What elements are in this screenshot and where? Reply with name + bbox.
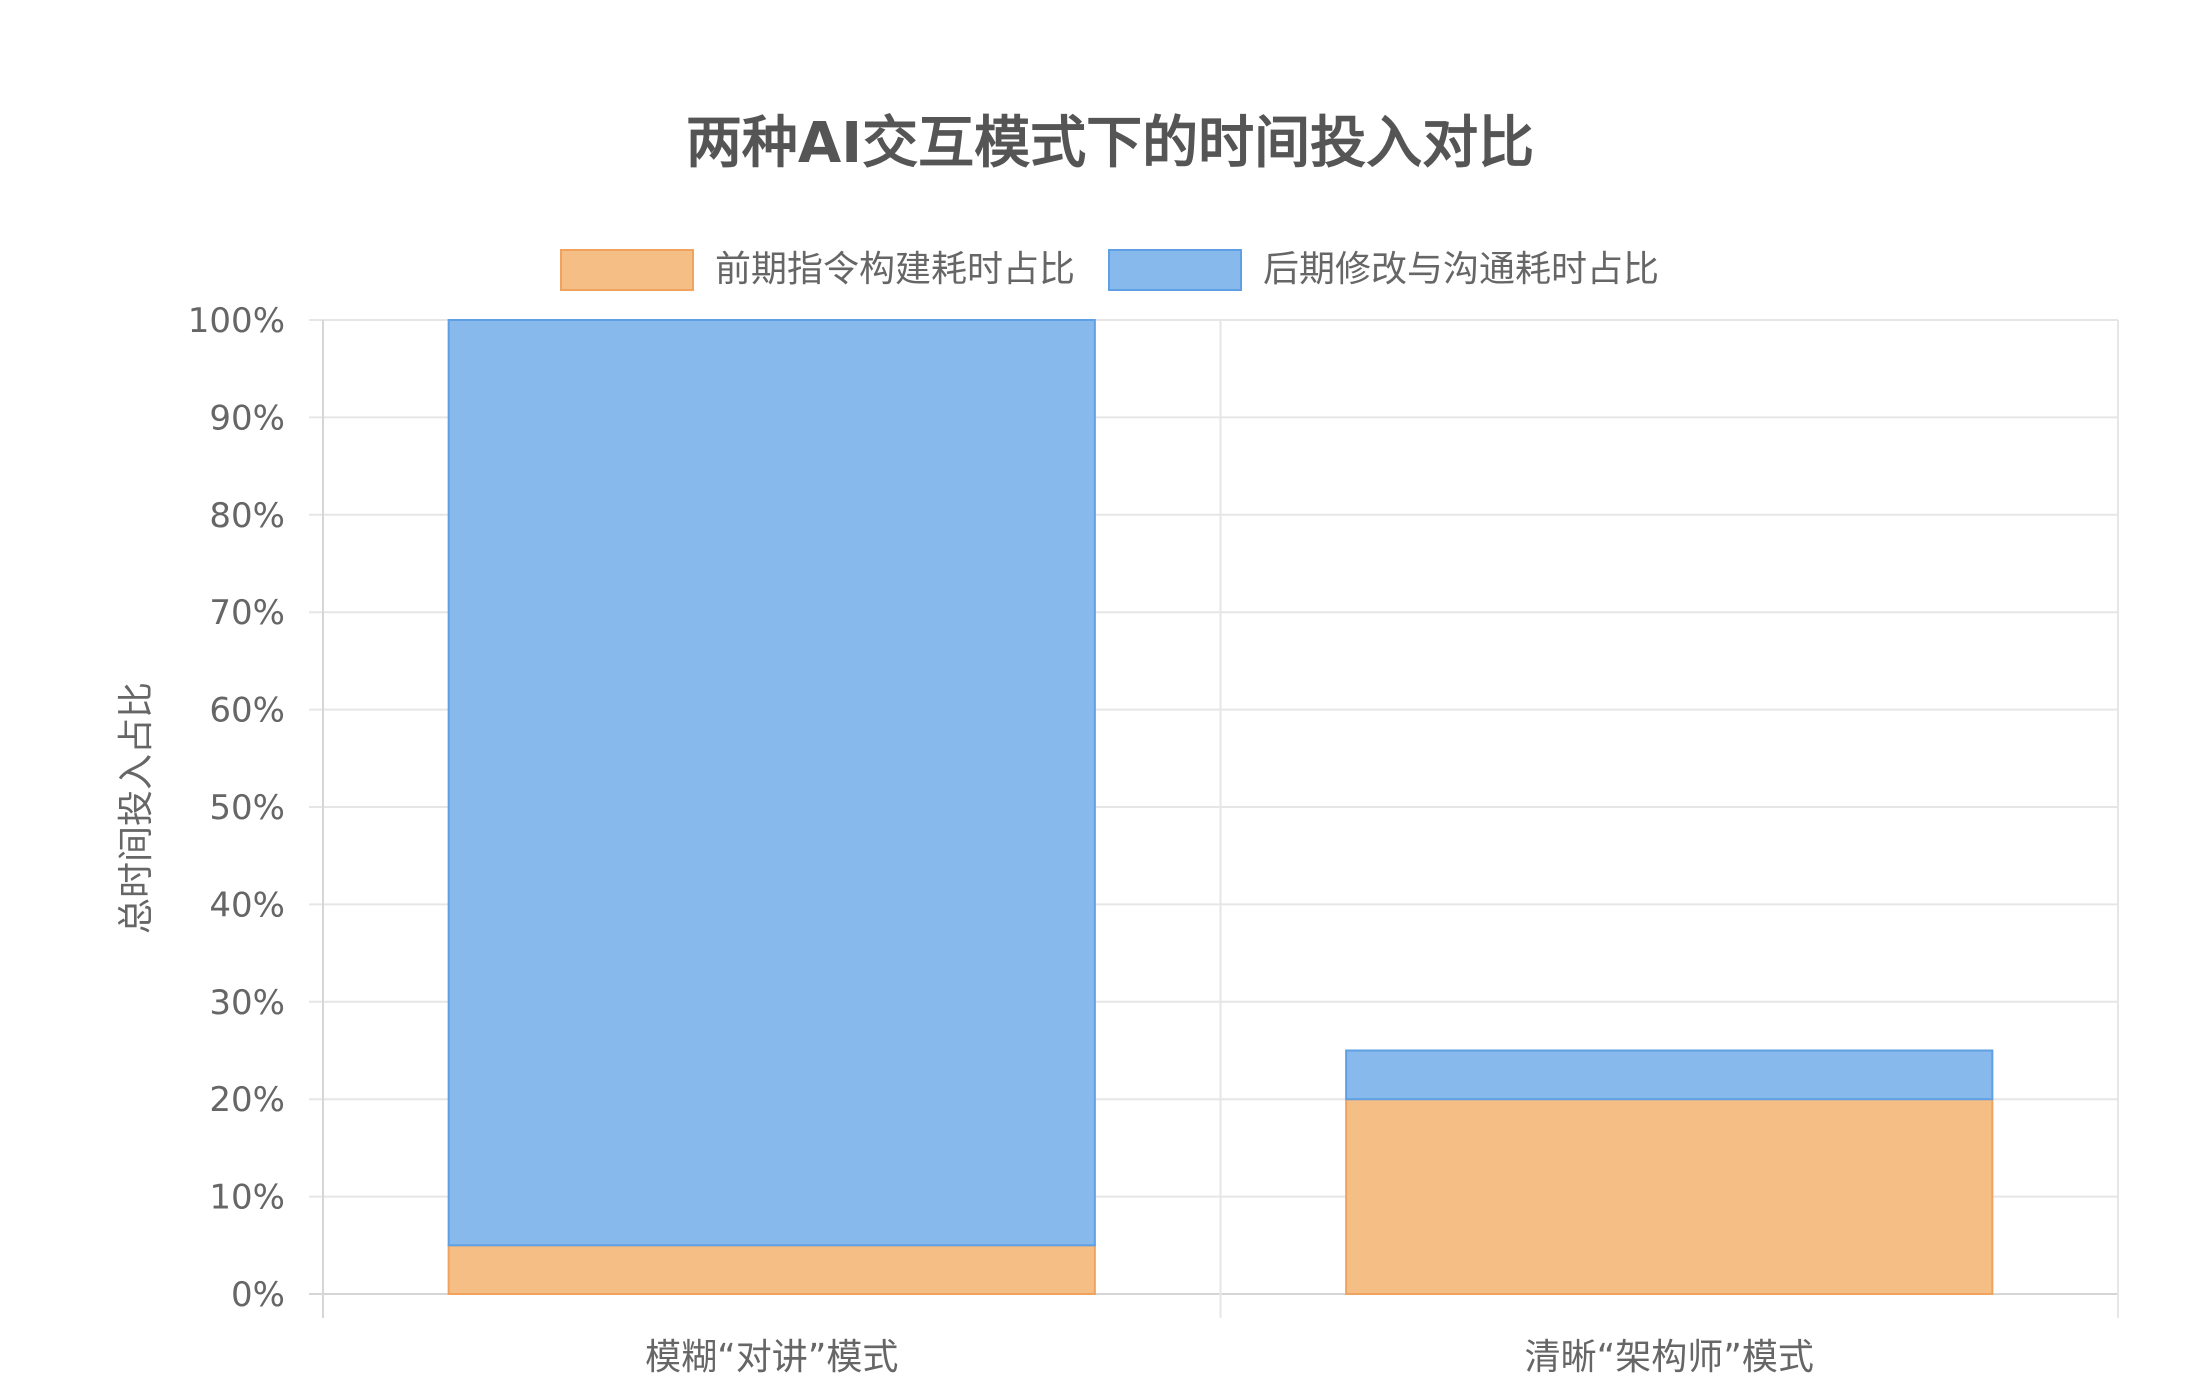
bar-0-series-0 <box>447 1244 1096 1296</box>
x-axis-labels: 模糊“对讲”模式 清晰“架构师”模式 <box>645 1337 1814 1378</box>
legend-item-0[interactable]: 前期指令构建耗时占比 <box>559 249 1075 291</box>
chart-title: 两种AI交互模式下的时间投入对比 <box>686 111 1534 176</box>
y-tick-label-10: 10% <box>209 1178 285 1218</box>
x-category-label-1: 清晰“架构师”模式 <box>1525 1337 1814 1378</box>
legend: 前期指令构建耗时占比 后期修改与沟通耗时占比 <box>559 249 1659 291</box>
y-tick-label-20: 20% <box>209 1080 285 1120</box>
y-tick-label-50: 50% <box>209 788 285 828</box>
y-axis-title: 总时间投入占比 <box>116 682 157 934</box>
bar-1-series-0 <box>1345 1098 1994 1295</box>
legend-item-1[interactable]: 后期修改与沟通耗时占比 <box>1108 249 1659 291</box>
y-axis-ticks: 0% 10% 20% 30% 40% 50% 60% 70% 80% 90% 100% <box>188 301 285 1315</box>
y-tick-label-100: 100% <box>188 301 285 341</box>
bar-1-series-1 <box>1345 1049 1994 1101</box>
x-category-label-0: 模糊“对讲”模式 <box>645 1337 898 1378</box>
y-tick-label-80: 80% <box>209 496 285 536</box>
y-tick-label-30: 30% <box>209 983 285 1023</box>
legend-swatch-1 <box>1108 249 1242 291</box>
y-tick-label-60: 60% <box>209 691 285 731</box>
legend-label-0: 前期指令构建耗时占比 <box>715 249 1075 290</box>
bar-0-series-1 <box>447 319 1096 1247</box>
y-tick-label-40: 40% <box>209 885 285 925</box>
bars <box>447 319 1994 1296</box>
y-tick-label-90: 90% <box>209 398 285 438</box>
legend-swatch-0 <box>559 249 694 291</box>
y-tick-label-0: 0% <box>231 1275 285 1315</box>
y-tick-label-70: 70% <box>209 593 285 633</box>
legend-label-1: 后期修改与沟通耗时占比 <box>1263 249 1659 290</box>
